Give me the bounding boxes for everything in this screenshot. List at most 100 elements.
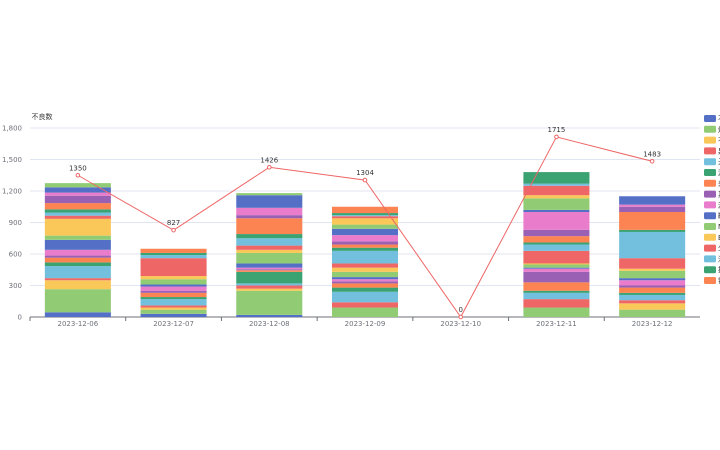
bar-segment <box>236 288 303 291</box>
bar-segment <box>44 209 111 213</box>
bar-segment <box>236 270 303 272</box>
bar-segment <box>619 303 686 310</box>
x-tick-label: 2023-12-08 <box>249 320 290 328</box>
bar-segment <box>619 285 686 288</box>
bar-segment <box>523 299 590 308</box>
bar-segment <box>331 271 399 278</box>
bar-segment <box>523 242 590 245</box>
bar-segment <box>619 300 686 304</box>
bar-segment <box>236 195 303 208</box>
bar-segment <box>331 277 399 280</box>
x-tick-label: 2023-12-09 <box>345 320 386 328</box>
legend-label: 少 <box>718 245 720 253</box>
legend-swatch <box>704 190 716 198</box>
x-tick-label: 2023-12-10 <box>440 320 481 328</box>
bar-segment <box>44 215 111 219</box>
bar-segment <box>44 218 111 236</box>
legend-swatch <box>704 266 716 274</box>
bar-segment <box>140 276 207 280</box>
bar-segment <box>140 307 207 310</box>
bar-segment <box>236 285 303 289</box>
bar-segment <box>44 235 111 240</box>
bar-segment <box>44 212 111 216</box>
bar-segment <box>619 287 686 293</box>
x-tick-label: 2023-12-12 <box>632 320 673 328</box>
legend-label: 异 <box>718 147 720 155</box>
total-label: 1483 <box>643 150 661 158</box>
legend-swatch <box>704 233 716 241</box>
bar-segment <box>523 282 590 291</box>
bar-segment <box>619 294 686 301</box>
bar-segment <box>331 213 399 216</box>
bar-segment <box>523 290 590 293</box>
bars <box>44 172 686 317</box>
bar-segment <box>619 258 686 269</box>
bar-segment <box>44 203 111 210</box>
bar-segment <box>44 278 111 281</box>
bar-segment <box>523 244 590 251</box>
bar-segment <box>140 305 207 308</box>
legend-label: 测 <box>718 255 720 263</box>
bar-segment <box>523 292 590 300</box>
bar-segment <box>236 271 303 284</box>
legend-swatch <box>704 179 716 187</box>
bar-segment <box>44 257 111 263</box>
bar-segment <box>523 307 590 317</box>
legend-swatch <box>704 277 716 284</box>
legend-swatch <box>704 136 716 144</box>
total-point <box>171 227 176 233</box>
bar-segment <box>331 302 399 308</box>
bar-segment <box>331 307 399 317</box>
total-point <box>266 164 272 170</box>
bar-segment <box>523 250 590 264</box>
total-label: 0 <box>458 306 462 314</box>
y-tick-label: 300 <box>9 282 22 290</box>
bar-segment <box>331 241 399 245</box>
bar-segment <box>523 263 590 265</box>
bar-segment <box>140 286 207 291</box>
y-tick-label: 1,200 <box>2 188 22 196</box>
bar-segment <box>140 284 207 287</box>
bar-segment <box>331 206 399 214</box>
bar-segment <box>523 236 590 243</box>
bar-segment <box>523 185 590 196</box>
bar-segment <box>44 187 111 193</box>
legend-swatch <box>704 255 716 263</box>
bar-segment <box>331 215 399 217</box>
bar-segment <box>331 235 399 242</box>
bar-segment <box>44 312 111 317</box>
legend: 不焊不异元漏差其漏缺NE少测扩错 <box>704 115 720 285</box>
bar-segment <box>619 229 686 232</box>
bar-segment <box>44 262 111 267</box>
legend-label: 其 <box>718 191 720 199</box>
bar-segment <box>44 192 111 196</box>
bar-segment <box>140 292 207 298</box>
bar-segment <box>523 195 590 199</box>
y-axis-label: 不良数 <box>32 112 53 121</box>
bar-segment <box>331 291 399 303</box>
bar-segment <box>140 313 207 317</box>
bar-segment <box>331 224 399 229</box>
bar-segment <box>523 229 590 237</box>
bar-segment <box>44 255 111 258</box>
legend-swatch <box>704 201 716 209</box>
bar-segment <box>140 248 207 253</box>
bar-segment <box>236 218 303 235</box>
bar-segment <box>523 198 590 210</box>
bar-segment <box>236 238 303 246</box>
bar-segment <box>236 249 303 253</box>
y-tick-label: 0 <box>18 314 22 322</box>
legend-label: N <box>718 223 720 231</box>
legend-label: 错 <box>718 276 720 285</box>
bar-segment <box>619 292 686 295</box>
bar-segment <box>44 195 111 204</box>
total-label: 1426 <box>260 156 278 164</box>
total-label: 1715 <box>548 126 566 134</box>
legend-swatch <box>704 244 716 252</box>
bar-segment <box>331 287 399 292</box>
bar-segment <box>236 263 303 268</box>
legend-swatch <box>704 115 716 122</box>
totals-line: 1350 827 1426 1304 0 1715 1483 <box>69 126 661 320</box>
bar-segment <box>140 309 207 314</box>
